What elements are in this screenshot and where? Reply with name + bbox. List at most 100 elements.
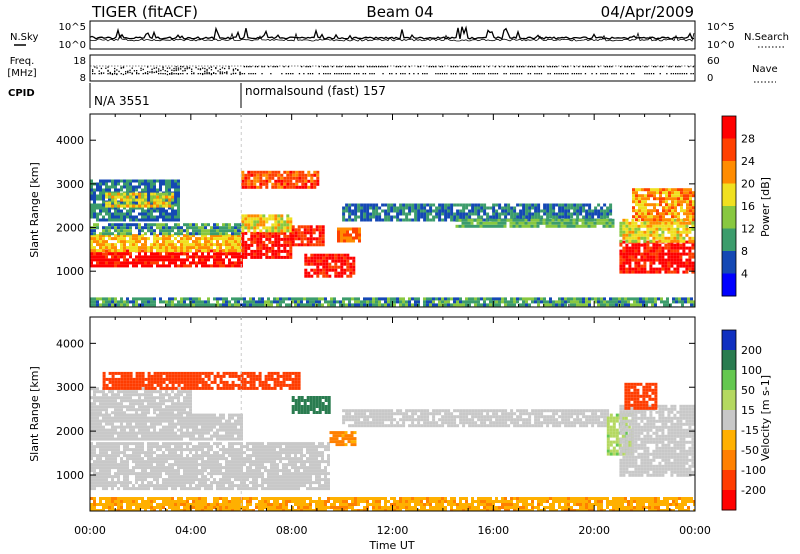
power-cell (564, 303, 567, 307)
freq-dot (287, 66, 290, 68)
velocity-cell (93, 472, 96, 476)
power-cell (500, 224, 504, 228)
velocity-cell (162, 484, 165, 488)
power-cell (667, 227, 671, 231)
power-cell (357, 209, 361, 213)
power-cell (132, 303, 135, 307)
nave-dot (578, 73, 580, 75)
power-cell (348, 303, 351, 307)
power-cell (147, 185, 150, 189)
power-cell (622, 240, 626, 244)
power-cell (108, 179, 111, 183)
power-cell (396, 212, 400, 216)
power-cell (259, 255, 263, 259)
power-cell (177, 185, 180, 189)
power-cell (677, 215, 680, 219)
power-cell (289, 243, 293, 247)
power-cell (114, 204, 118, 208)
power-cell (210, 226, 213, 230)
power-cell (300, 243, 304, 247)
power-cell (241, 185, 245, 189)
freq-dot (609, 66, 611, 68)
power-cell (307, 259, 311, 263)
power-cell (189, 223, 192, 227)
freq-dot (635, 66, 637, 68)
velocity-cell (180, 481, 183, 485)
power-cell (279, 297, 282, 301)
velocity-cell (96, 463, 99, 467)
power-cell (141, 229, 144, 233)
velocity-cell (258, 451, 261, 455)
power-cell (265, 226, 269, 230)
power-cell (141, 261, 144, 265)
freq-dot (94, 66, 96, 68)
power-cell (561, 215, 565, 219)
power-cell (277, 231, 281, 235)
velocity-cell (180, 448, 183, 452)
power-cell (637, 218, 641, 222)
power-cell (123, 206, 126, 210)
power-cell (655, 249, 659, 253)
velocity-cell (222, 487, 225, 491)
power-cell (423, 212, 427, 216)
power-cell (399, 212, 403, 216)
power-cell (318, 243, 322, 247)
power-cell (262, 243, 266, 247)
power-cell (234, 240, 237, 244)
velocity-cell (234, 457, 237, 461)
nave-dot (158, 73, 160, 75)
power-cell (144, 243, 147, 247)
velocity-cell (162, 442, 165, 446)
power-cell (564, 209, 568, 213)
power-cell (411, 203, 415, 207)
velocity-cell (210, 481, 213, 485)
power-cell (108, 232, 111, 236)
power-cell (192, 258, 195, 262)
power-cell (168, 191, 171, 195)
power-cell (491, 218, 495, 222)
power-cell (622, 230, 626, 234)
power-cell (165, 255, 168, 259)
velocity-cell (102, 454, 105, 458)
velocity-cell (213, 481, 216, 485)
power-cell (459, 300, 462, 304)
power-cell (183, 234, 186, 238)
power-colorbar-tick: 20 (741, 178, 755, 191)
power-cell (310, 253, 314, 257)
power-cell (259, 223, 263, 227)
power-cell (219, 264, 222, 268)
power-cell (165, 303, 168, 307)
power-cell (513, 209, 517, 213)
power-cell (247, 223, 251, 227)
velocity-cell (156, 469, 159, 473)
velocity-cell (264, 451, 267, 455)
velocity-cell (156, 484, 159, 488)
power-cell (321, 228, 325, 232)
power-cell (241, 240, 245, 244)
velocity-cell (228, 472, 231, 476)
power-cell (360, 215, 364, 219)
velocity-cell (144, 484, 147, 488)
velocity-cell (135, 487, 138, 491)
velocity-cell (93, 463, 96, 467)
power-cell (168, 234, 171, 238)
power-cell (250, 234, 254, 238)
power-cell (649, 233, 653, 237)
power-cell (250, 179, 254, 183)
velocity-cell (177, 463, 180, 467)
power-cell (183, 297, 186, 301)
power-cell (285, 303, 288, 307)
power-cell (632, 188, 635, 192)
velocity-cell (201, 448, 204, 452)
power-cell (558, 212, 562, 216)
freq-dot (371, 66, 373, 68)
velocity-cell (165, 448, 168, 452)
power-cell (591, 215, 595, 219)
power-cell (171, 204, 175, 208)
nave-dot (219, 73, 221, 75)
power-cell (330, 297, 333, 301)
power-cell (322, 253, 326, 257)
freq-dot (375, 66, 378, 68)
power-cell (111, 300, 114, 304)
power-cell (561, 303, 564, 307)
